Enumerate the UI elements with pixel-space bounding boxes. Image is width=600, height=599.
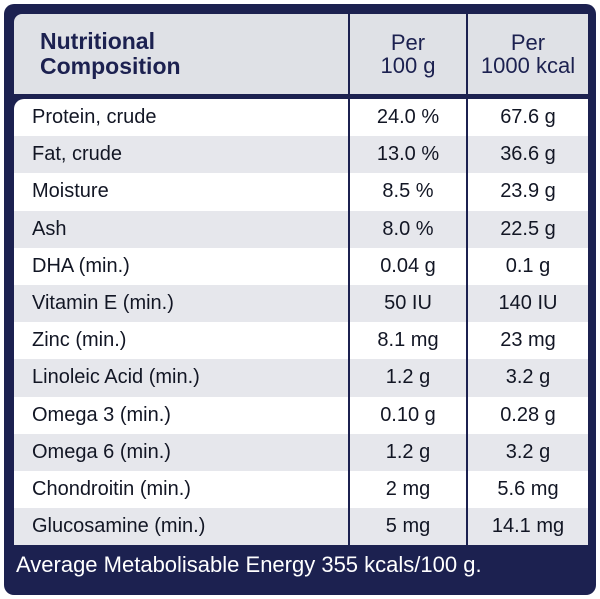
value-per-1000kcal: 0.28 g: [468, 396, 588, 434]
table-row: Vitamin E (min.) 50 IU 140 IU: [14, 284, 588, 323]
value-per-1000kcal: 14.1 mg: [468, 508, 588, 546]
header-composition: Nutritional Composition: [14, 14, 348, 94]
table-row: Chondroitin (min.) 2 mg 5.6 mg: [14, 470, 588, 509]
table-header: Nutritional Composition Per 100 g Per 10…: [14, 14, 588, 96]
value-per-100g: 13.0 %: [350, 136, 466, 174]
table-row: Zinc (min.) 8.1 mg 23 mg: [14, 322, 588, 360]
nutrient-name: Moisture: [14, 173, 348, 211]
value-per-1000kcal: 36.6 g: [468, 136, 588, 174]
nutrient-name: Zinc (min.): [14, 322, 348, 360]
value-per-100g: 8.5 %: [350, 173, 466, 211]
table-row: Moisture 8.5 % 23.9 g: [14, 173, 588, 211]
value-per-100g: 0.10 g: [350, 396, 466, 434]
value-per-1000kcal: 3.2 g: [468, 433, 588, 471]
value-per-100g: 50 IU: [350, 284, 466, 323]
nutrient-name: Omega 3 (min.): [14, 396, 348, 434]
nutrient-name: Omega 6 (min.): [14, 433, 348, 471]
value-per-1000kcal: 0.1 g: [468, 247, 588, 285]
value-per-1000kcal: 5.6 mg: [468, 470, 588, 509]
nutrient-name: Fat, crude: [14, 136, 348, 174]
value-per-1000kcal: 140 IU: [468, 284, 588, 323]
value-per-100g: 5 mg: [350, 508, 466, 546]
nutrient-name: Glucosamine (min.): [14, 508, 348, 546]
table-row: Ash 8.0 % 22.5 g: [14, 210, 588, 248]
value-per-100g: 0.04 g: [350, 247, 466, 285]
value-per-100g: 1.2 g: [350, 433, 466, 471]
value-per-1000kcal: 3.2 g: [468, 359, 588, 397]
header-per-1000kcal-line1: Per: [510, 30, 546, 55]
header-per-1000kcal-line2: 1000 kcal: [480, 53, 576, 78]
nutrient-name: Vitamin E (min.): [14, 284, 348, 323]
table-row: Fat, crude 13.0 % 36.6 g: [14, 136, 588, 174]
value-per-1000kcal: 22.5 g: [468, 210, 588, 248]
table-row: Glucosamine (min.) 5 mg 14.1 mg: [14, 508, 588, 546]
nutrition-table-panel: Nutritional Composition Per 100 g Per 10…: [4, 4, 596, 595]
table-row: Linoleic Acid (min.) 1.2 g 3.2 g: [14, 359, 588, 397]
table-row: Protein, crude 24.0 % 67.6 g: [14, 99, 588, 137]
header-per-1000kcal: Per 1000 kcal: [468, 14, 588, 94]
value-per-1000kcal: 23.9 g: [468, 173, 588, 211]
value-per-1000kcal: 23 mg: [468, 322, 588, 360]
header-per-100g-line1: Per: [390, 30, 426, 55]
value-per-1000kcal: 67.6 g: [468, 99, 588, 137]
nutrient-name: Protein, crude: [14, 99, 348, 137]
nutrient-name: Chondroitin (min.): [14, 470, 348, 509]
table-row: Omega 3 (min.) 0.10 g 0.28 g: [14, 396, 588, 434]
table-row: DHA (min.) 0.04 g 0.1 g: [14, 247, 588, 285]
header-composition-line2: Composition: [40, 53, 181, 79]
value-per-100g: 2 mg: [350, 470, 466, 509]
value-per-100g: 24.0 %: [350, 99, 466, 137]
value-per-100g: 8.0 %: [350, 210, 466, 248]
nutrient-name: DHA (min.): [14, 247, 348, 285]
value-per-100g: 1.2 g: [350, 359, 466, 397]
nutrient-name: Ash: [14, 210, 348, 248]
header-per-100g-line2: 100 g: [380, 53, 436, 78]
nutrient-name: Linoleic Acid (min.): [14, 359, 348, 397]
energy-footnote: Average Metabolisable Energy 355 kcals/1…: [16, 552, 482, 577]
header-composition-line1: Nutritional: [40, 28, 155, 54]
table-row: Omega 6 (min.) 1.2 g 3.2 g: [14, 433, 588, 471]
table-body: Protein, crude 24.0 % 67.6 g Fat, crude …: [14, 99, 588, 546]
header-per-100g: Per 100 g: [350, 14, 466, 94]
value-per-100g: 8.1 mg: [350, 322, 466, 360]
